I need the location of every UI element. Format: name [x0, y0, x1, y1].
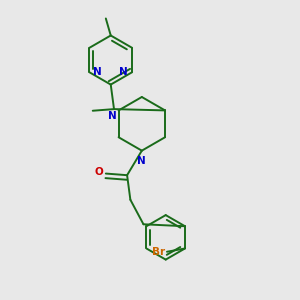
- Text: N: N: [93, 67, 102, 77]
- Text: N: N: [119, 67, 128, 77]
- Text: N: N: [137, 156, 146, 166]
- Text: N: N: [108, 111, 117, 121]
- Text: O: O: [94, 167, 103, 177]
- Text: Br: Br: [152, 247, 165, 257]
